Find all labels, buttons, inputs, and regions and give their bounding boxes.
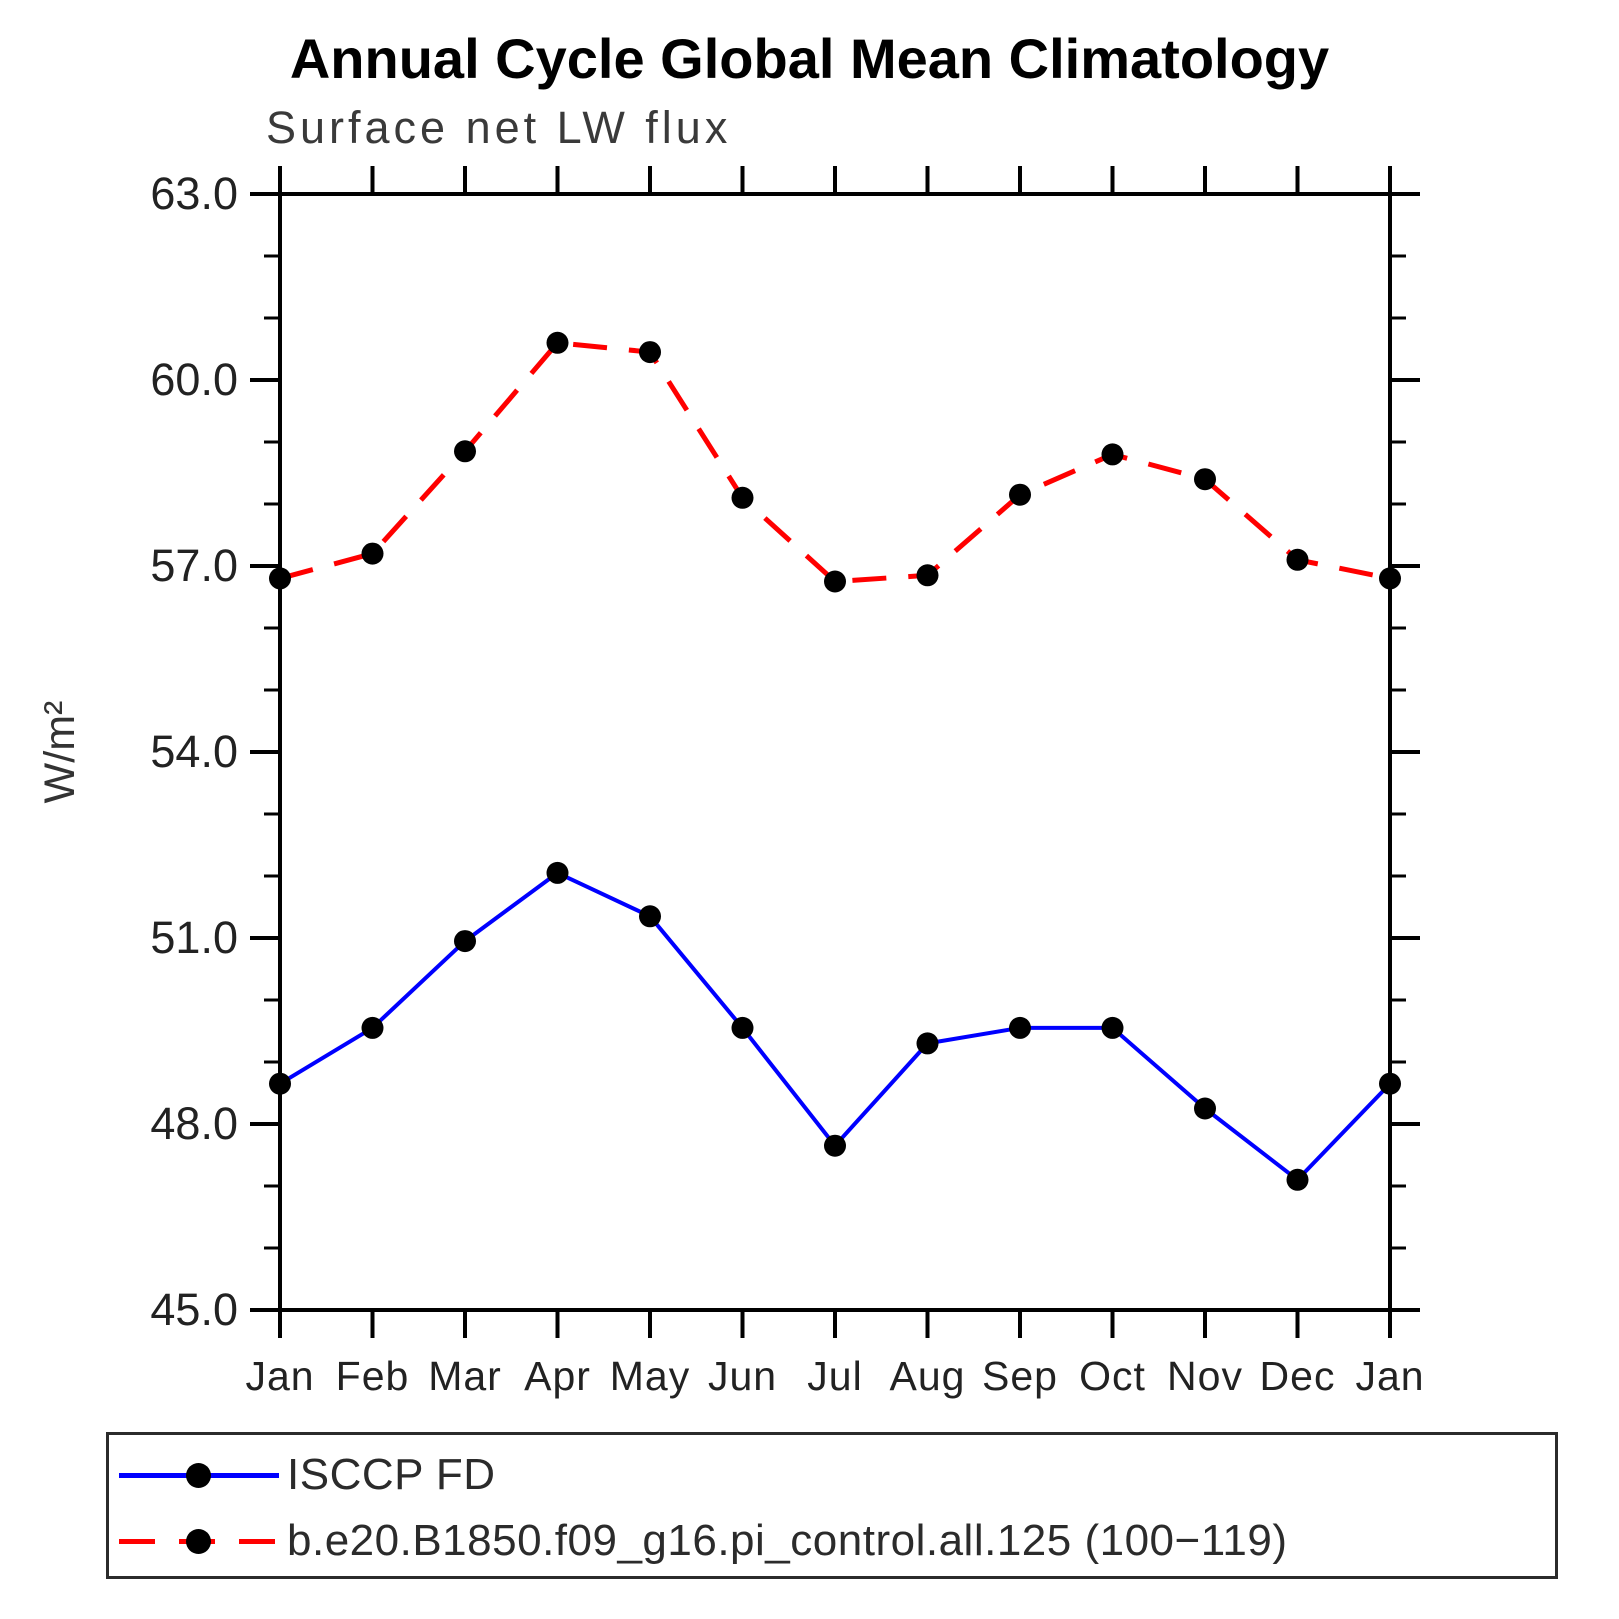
data-point-marker [1379,567,1401,590]
data-point-marker [1009,483,1031,506]
data-point-marker [1286,1168,1309,1191]
chart-title: Annual Cycle Global Mean Climatology [289,27,1330,90]
x-month-label: Oct [1079,1353,1146,1399]
legend-item-isccp-fd: ISCCP FD [119,1449,496,1501]
data-point-marker [731,486,754,509]
data-point-marker [731,1016,754,1039]
data-point-marker [916,564,939,587]
legend-marker-dot [186,1463,211,1488]
x-month-label: Jun [708,1353,777,1399]
y-tick-label: 60.0 [150,354,238,405]
legend-label-isccp-fd: ISCCP FD [287,1450,496,1499]
chart-subtitle: Surface net LW flux [266,102,732,153]
data-point-marker [1009,1016,1031,1039]
data-point-marker [361,1016,384,1039]
x-month-label: Nov [1167,1353,1243,1399]
data-point-marker [454,930,476,953]
data-point-marker [1286,548,1309,571]
y-tick-label: 63.0 [150,168,238,219]
data-point-marker [1194,1097,1216,1120]
legend-label-model-run: b.e20.B1850.f09_g16.pi_control.all.125 (… [287,1516,1288,1565]
data-point-marker [639,341,661,364]
y-tick-label: 54.0 [150,726,238,777]
y-tick-label: 48.0 [150,1098,238,1149]
data-point-marker [361,542,384,565]
data-point-marker [1194,468,1216,491]
legend-sample-solid-blue [119,1462,279,1488]
data-point-marker [1101,1016,1124,1039]
x-month-label: Aug [890,1353,966,1399]
data-point-marker [546,861,569,884]
data-point-marker [639,905,661,928]
data-point-marker [824,1134,846,1157]
y-axis-unit-label: W/m² [36,701,84,804]
legend-box: ISCCP FD b.e20.B1850.f09_g16.pi_control.… [106,1432,1558,1579]
legend-marker-dot [186,1529,211,1554]
x-month-label: Jan [245,1353,314,1399]
data-point-marker [546,331,569,354]
x-month-label: Dec [1260,1353,1336,1399]
x-month-label: Sep [982,1353,1058,1399]
series-line-1 [279,340,1391,584]
x-month-label: Jan [1355,1353,1424,1399]
data-point-marker [269,1072,291,1095]
data-point-marker [1101,443,1124,466]
legend-sample-dashed-red [119,1528,279,1554]
x-month-label: Jul [807,1353,862,1399]
legend-item-model-run: b.e20.B1850.f09_g16.pi_control.all.125 (… [119,1515,1288,1567]
x-month-label: Apr [524,1353,591,1399]
y-tick-label: 51.0 [150,912,238,963]
data-point-marker [1379,1072,1401,1095]
data-point-marker [824,570,846,593]
data-point-marker [269,567,291,590]
y-tick-label: 57.0 [150,540,238,591]
x-month-label: Feb [336,1353,410,1399]
series-line-0 [278,870,1392,1182]
data-point-marker [454,440,476,463]
data-point-marker [916,1032,939,1055]
x-month-label: Mar [428,1353,502,1399]
x-month-label: May [610,1353,690,1399]
y-tick-label: 45.0 [150,1284,238,1335]
